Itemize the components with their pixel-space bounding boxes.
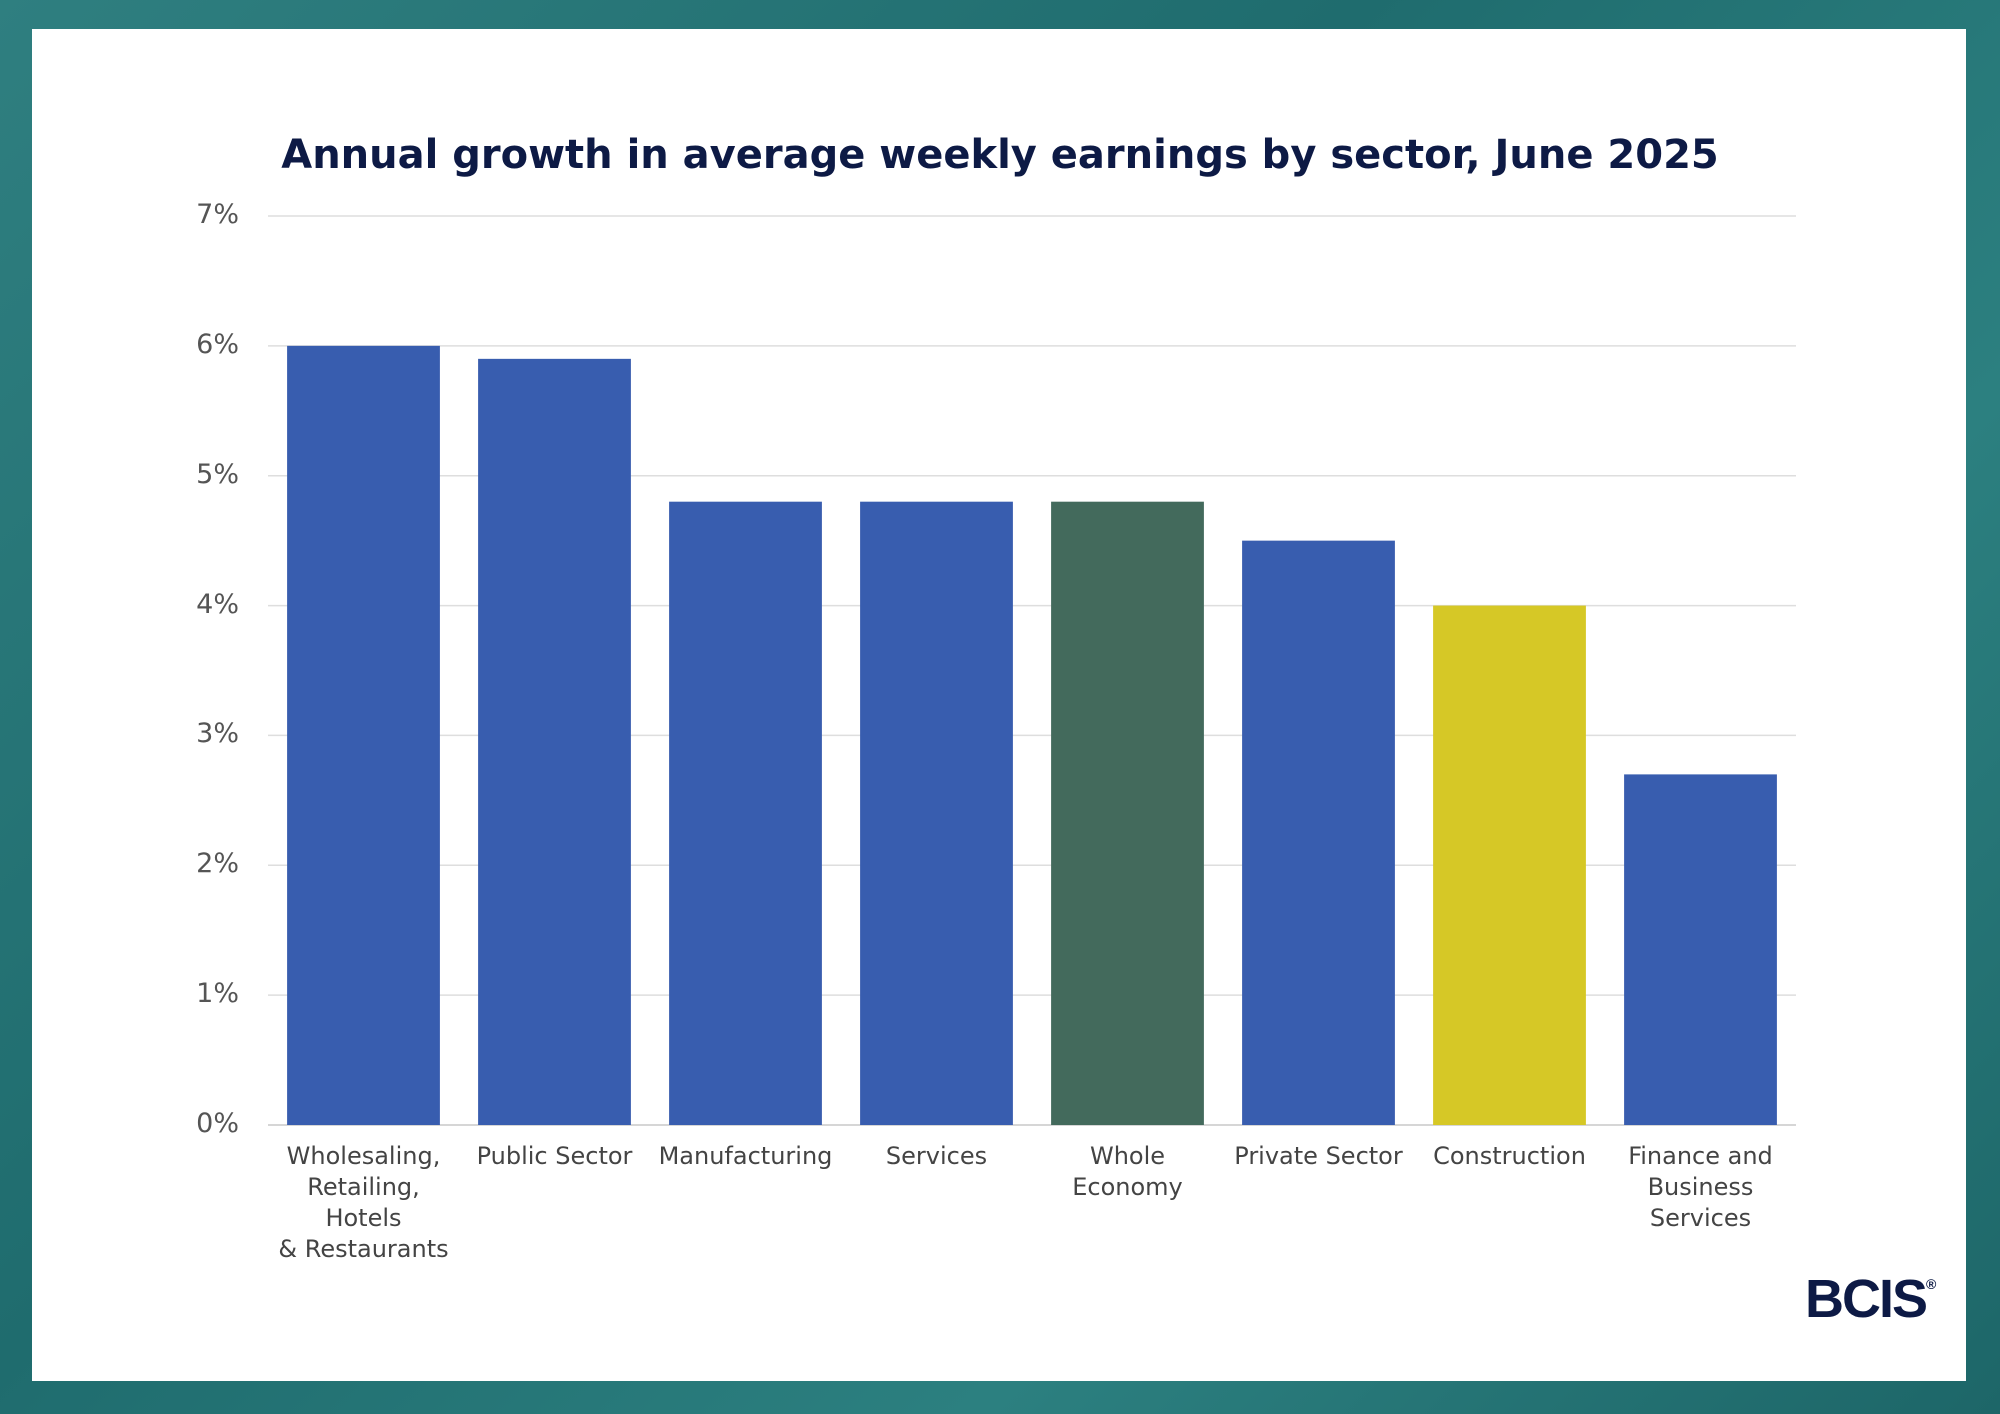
logo-mark: ® (1926, 1276, 1937, 1292)
x-tick-label: Manufacturing (658, 1142, 833, 1170)
y-tick-label: 6% (196, 328, 239, 360)
bar (1051, 501, 1204, 1126)
bar (669, 501, 822, 1126)
y-tick-label: 7% (196, 199, 239, 230)
y-tick-label: 0% (196, 1108, 239, 1139)
x-tick-label: Whole Economy (1072, 1142, 1183, 1201)
y-tick-label: 2% (196, 848, 239, 880)
x-tick-label: Wholesaling, Retailing, Hotels & Restaur… (278, 1142, 449, 1263)
bar (287, 345, 440, 1125)
x-tick-label: Private Sector (1234, 1142, 1403, 1170)
logo-text: BCIS (1805, 1269, 1928, 1329)
x-tick-label: Services (885, 1142, 988, 1170)
y-tick-label: 1% (196, 978, 239, 1010)
y-tick-label: 5% (196, 458, 239, 490)
bar (1624, 774, 1777, 1125)
bar (1433, 605, 1586, 1125)
x-tick-label: Public Sector (476, 1142, 633, 1170)
bar (1242, 540, 1395, 1125)
bar (478, 358, 631, 1125)
y-tick-label: 3% (196, 718, 239, 750)
logo: BCIS® (1805, 1268, 1936, 1330)
y-tick-label: 4% (196, 588, 239, 620)
x-tick-label: Finance and Business Services (1628, 1142, 1773, 1232)
x-tick-label: Construction (1433, 1142, 1586, 1170)
chart-title: Annual growth in average weekly earnings… (281, 132, 1719, 178)
bar (860, 501, 1013, 1126)
